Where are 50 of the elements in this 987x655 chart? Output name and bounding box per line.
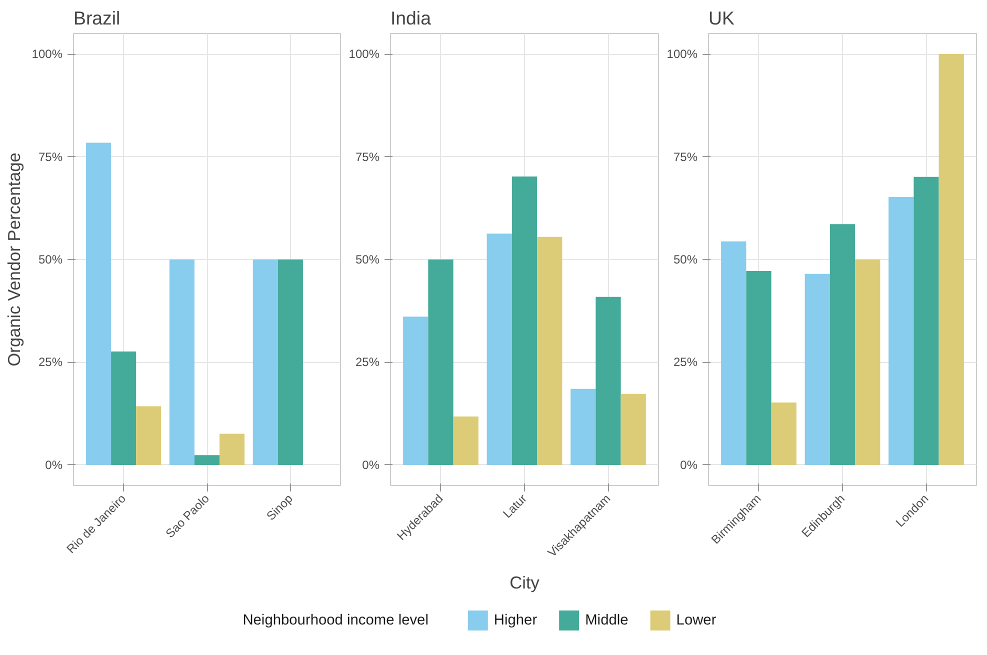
y-tick-label: 0% — [45, 458, 63, 472]
bar — [537, 236, 562, 465]
bar — [169, 260, 194, 465]
y-tick-label: 0% — [680, 458, 698, 472]
y-tick-label: 75% — [38, 150, 63, 164]
bar — [278, 260, 303, 465]
bar — [111, 352, 136, 465]
bar — [721, 241, 746, 465]
y-tick-label: 75% — [673, 150, 698, 164]
bar — [570, 388, 596, 465]
y-tick-label: 100% — [666, 47, 698, 62]
bar — [220, 434, 245, 465]
bar — [771, 402, 796, 465]
y-tick-label: 25% — [355, 355, 380, 370]
bar — [428, 260, 454, 465]
legend-label: Higher — [494, 612, 538, 628]
bar — [403, 316, 428, 465]
bar — [252, 260, 278, 465]
legend-label: Lower — [676, 612, 716, 628]
bar — [86, 142, 112, 465]
bar — [888, 197, 914, 465]
y-tick-label: 100% — [348, 47, 380, 62]
bar — [620, 394, 646, 465]
bar — [194, 455, 220, 465]
bar — [453, 416, 478, 465]
bar — [486, 234, 512, 465]
y-tick-label: 75% — [355, 150, 380, 164]
y-tick-label: 50% — [355, 252, 380, 266]
y-tick-label: 50% — [673, 252, 698, 266]
y-tick-label: 25% — [673, 355, 698, 370]
bar — [746, 271, 772, 465]
chart-title: UK — [708, 8, 735, 28]
x-axis-title: City — [510, 572, 540, 593]
legend-label: Middle — [585, 612, 628, 628]
bar — [938, 54, 964, 465]
chart-title: India — [390, 8, 432, 28]
bar — [512, 176, 538, 465]
bar — [136, 406, 162, 465]
bar — [804, 274, 830, 465]
y-axis-title: Organic Vendor Percentage — [4, 152, 24, 366]
legend-title: Neighbourhood income level — [242, 612, 428, 628]
bar — [596, 296, 621, 465]
y-tick-label: 25% — [38, 355, 63, 370]
y-tick-label: 50% — [38, 252, 63, 266]
chart-title: Brazil — [74, 8, 120, 28]
y-tick-label: 0% — [362, 458, 380, 472]
bar — [830, 224, 856, 465]
bar — [914, 176, 939, 465]
y-tick-label: 100% — [32, 47, 63, 62]
bar — [855, 260, 880, 465]
